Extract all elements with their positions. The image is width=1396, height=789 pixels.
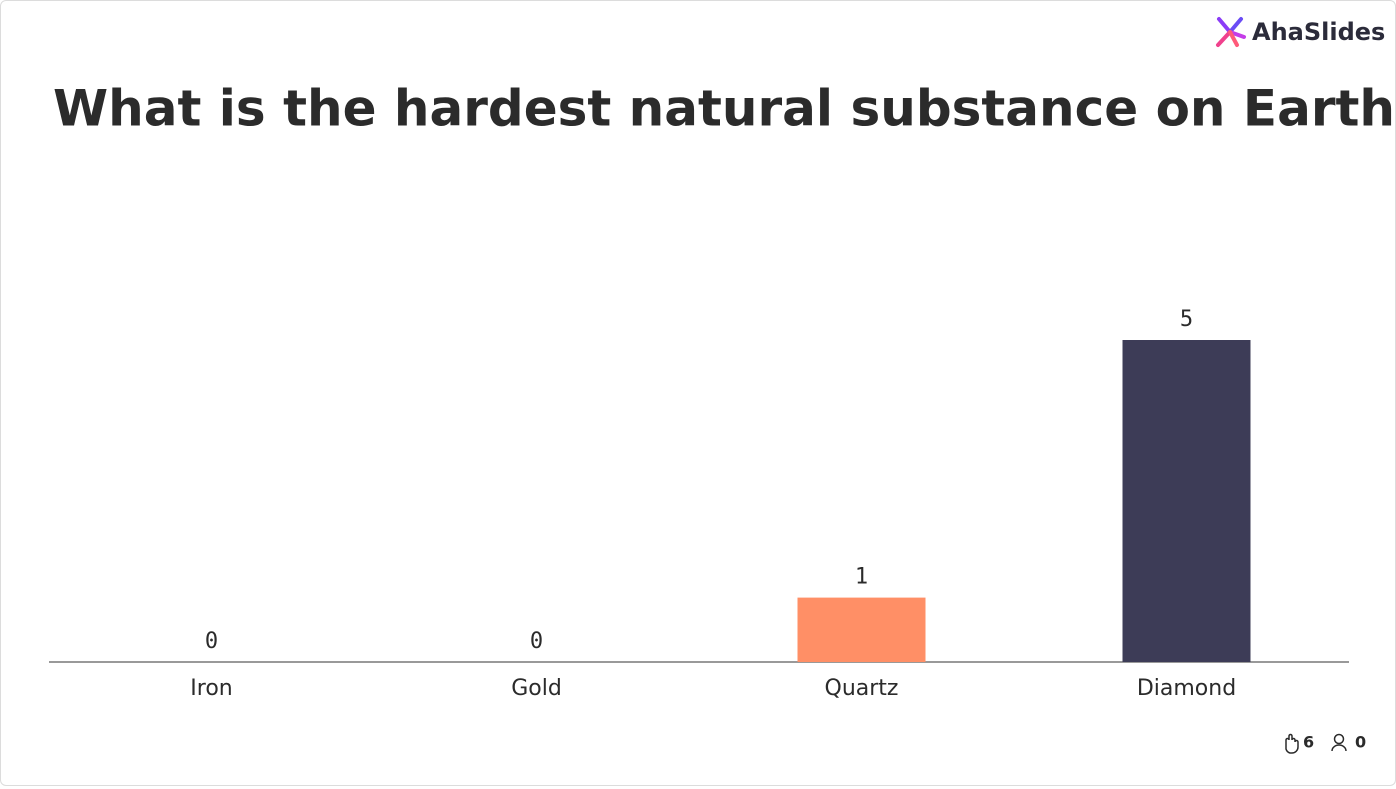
footer: 6 0 [1285, 733, 1366, 754]
x-tick-label: Iron [190, 676, 232, 701]
x-tick-label: Quartz [825, 676, 899, 701]
reaction-count: 6 [1303, 733, 1314, 752]
value-label: 0 [530, 629, 543, 654]
x-tick-label: Diamond [1137, 676, 1236, 701]
bar [1122, 340, 1251, 662]
logo: AhaSlides [1216, 17, 1385, 47]
value-label: 1 [855, 565, 868, 590]
chart-title: What is the hardest natural substance on… [53, 80, 1395, 138]
participant-icon [1333, 733, 1345, 745]
bar [797, 597, 926, 662]
value-label: 5 [1180, 307, 1193, 332]
participant-count: 0 [1355, 733, 1366, 752]
value-label: 0 [205, 629, 218, 654]
participant-icon-body [1331, 744, 1347, 752]
x-tick-label: Gold [511, 676, 562, 701]
brand-name: AhaSlides [1252, 18, 1385, 46]
reaction-icon [1285, 733, 1299, 754]
